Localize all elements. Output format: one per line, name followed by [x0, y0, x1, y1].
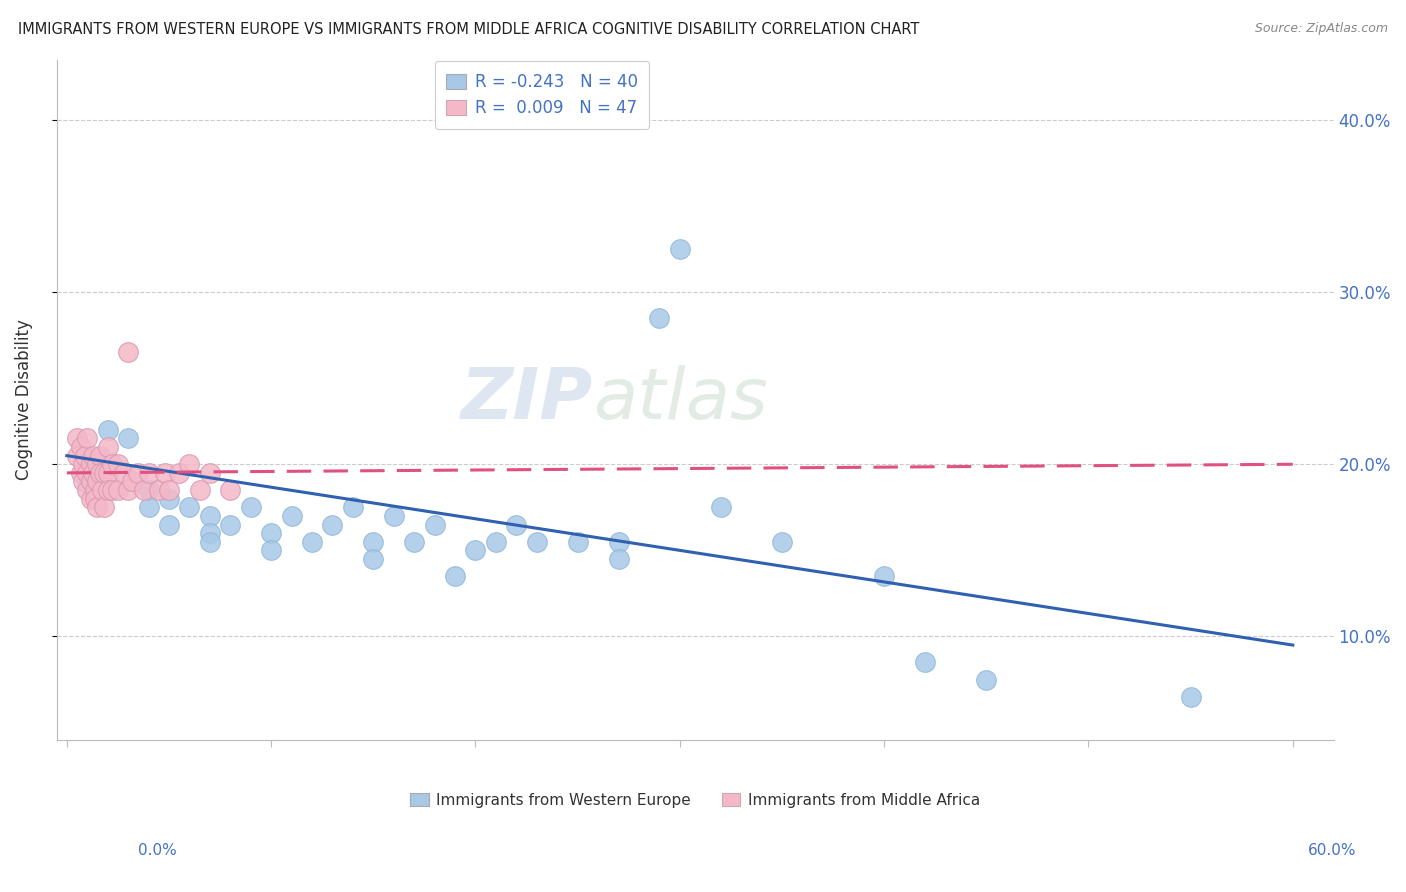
Point — [107, 457, 129, 471]
Point — [198, 526, 221, 541]
Point — [710, 500, 733, 515]
Text: atlas: atlas — [593, 365, 768, 434]
Point — [321, 517, 343, 532]
Point — [444, 569, 467, 583]
Point — [117, 483, 139, 497]
Point — [157, 491, 180, 506]
Point — [76, 432, 98, 446]
Point — [97, 466, 120, 480]
Point — [188, 483, 211, 497]
Point — [89, 466, 111, 480]
Text: ZIP: ZIP — [461, 365, 593, 434]
Y-axis label: Cognitive Disability: Cognitive Disability — [15, 319, 32, 480]
Point — [138, 466, 160, 480]
Point — [72, 457, 94, 471]
Point — [84, 483, 107, 497]
Point — [1180, 690, 1202, 704]
Point — [86, 500, 108, 515]
Point — [66, 432, 89, 446]
Point — [76, 466, 98, 480]
Point — [97, 440, 120, 454]
Point — [239, 500, 262, 515]
Point — [127, 466, 149, 480]
Point — [70, 440, 93, 454]
Point — [107, 483, 129, 497]
Point — [93, 500, 115, 515]
Point — [80, 475, 103, 489]
Point — [464, 543, 486, 558]
Point — [117, 345, 139, 359]
Text: 0.0%: 0.0% — [138, 843, 177, 858]
Point — [167, 466, 190, 480]
Point — [607, 552, 630, 566]
Point — [219, 483, 242, 497]
Point — [179, 457, 201, 471]
Point — [101, 457, 124, 471]
Point — [607, 534, 630, 549]
Point — [148, 483, 170, 497]
Point — [82, 466, 104, 480]
Point — [485, 534, 508, 549]
Point — [363, 534, 385, 549]
Point — [86, 475, 108, 489]
Point — [72, 475, 94, 489]
Legend: Immigrants from Western Europe, Immigrants from Middle Africa: Immigrants from Western Europe, Immigran… — [405, 787, 986, 814]
Point — [974, 673, 997, 687]
Point — [138, 483, 160, 497]
Point — [198, 508, 221, 523]
Text: 60.0%: 60.0% — [1309, 843, 1357, 858]
Point — [668, 242, 690, 256]
Point — [112, 466, 135, 480]
Point — [89, 449, 111, 463]
Point — [82, 449, 104, 463]
Point — [80, 491, 103, 506]
Point — [76, 483, 98, 497]
Point — [76, 466, 98, 480]
Point — [157, 517, 180, 532]
Point — [90, 483, 112, 497]
Point — [157, 483, 180, 497]
Text: IMMIGRANTS FROM WESTERN EUROPE VS IMMIGRANTS FROM MIDDLE AFRICA COGNITIVE DISABI: IMMIGRANTS FROM WESTERN EUROPE VS IMMIGR… — [18, 22, 920, 37]
Point — [66, 449, 89, 463]
Point — [342, 500, 364, 515]
Point — [198, 466, 221, 480]
Point — [84, 491, 107, 506]
Point — [117, 432, 139, 446]
Point — [179, 500, 201, 515]
Point — [505, 517, 527, 532]
Point — [404, 534, 426, 549]
Point — [219, 517, 242, 532]
Point — [301, 534, 323, 549]
Point — [70, 466, 93, 480]
Point — [873, 569, 896, 583]
Point — [75, 449, 97, 463]
Point — [280, 508, 302, 523]
Point — [260, 526, 283, 541]
Point — [101, 483, 124, 497]
Point — [97, 423, 120, 437]
Point — [198, 534, 221, 549]
Point — [93, 466, 115, 480]
Point — [567, 534, 589, 549]
Point — [648, 310, 671, 325]
Point — [97, 483, 120, 497]
Point — [153, 466, 176, 480]
Point — [86, 457, 108, 471]
Point — [914, 655, 936, 669]
Point — [121, 475, 143, 489]
Point — [770, 534, 793, 549]
Point — [80, 457, 103, 471]
Point — [382, 508, 405, 523]
Point — [423, 517, 446, 532]
Text: Source: ZipAtlas.com: Source: ZipAtlas.com — [1254, 22, 1388, 36]
Point — [526, 534, 548, 549]
Point — [134, 483, 156, 497]
Point — [138, 500, 160, 515]
Point — [363, 552, 385, 566]
Point — [260, 543, 283, 558]
